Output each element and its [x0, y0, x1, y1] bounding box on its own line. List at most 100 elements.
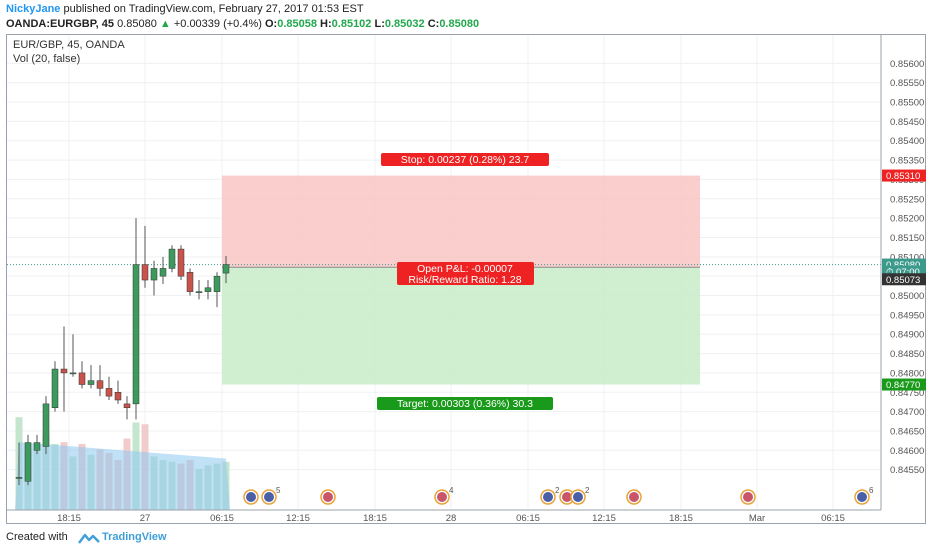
- target-label: Target: 0.00303 (0.36%) 30.3: [397, 398, 533, 410]
- event-count: 5: [276, 486, 281, 495]
- y-tick-label: 0.85250: [890, 194, 924, 205]
- y-tick-label: 0.85600: [890, 59, 924, 70]
- y-tick-label: 0.85150: [890, 233, 924, 244]
- event-count: 2: [585, 486, 590, 495]
- x-tick-label: 06:15: [821, 513, 845, 524]
- event-count: 6: [869, 486, 874, 495]
- event-count: 4: [449, 486, 454, 495]
- tradingview-logo-icon: [78, 533, 100, 544]
- event-flag-fill: [629, 492, 639, 502]
- pnl-box: [397, 262, 534, 285]
- target-zone: [222, 267, 700, 385]
- close-label: C:: [427, 18, 440, 30]
- high-label: H:: [320, 18, 332, 30]
- x-tick-label: 27: [140, 513, 151, 524]
- y-tick-label: 0.84650: [890, 426, 924, 437]
- candle-body: [213, 275, 221, 292]
- price-tag-bg: [882, 273, 926, 286]
- event-flag-fill: [246, 492, 256, 502]
- event-flag-fill: [573, 492, 583, 502]
- created-with-text: Created with: [6, 531, 68, 543]
- symbol-quote: OANDA:EURGBP, 45 0.85080 ▲ +0.00339 (+0.…: [6, 18, 479, 30]
- x-tick-label: 12:15: [286, 513, 310, 524]
- events-layer[interactable]: 5 4 2 2 6: [243, 486, 874, 505]
- candle-body: [123, 403, 131, 408]
- event-flag-fill: [743, 492, 753, 502]
- candle-body: [114, 392, 122, 401]
- tradingview-brand[interactable]: TradingView: [102, 531, 167, 543]
- candle-body: [222, 264, 230, 274]
- x-tick-label: 18:15: [363, 513, 387, 524]
- price-tag-stop: 0.85310: [886, 171, 920, 182]
- publish-header: NickyJane published on TradingView.com, …: [0, 0, 932, 34]
- y-tick-label: 0.85200: [890, 214, 924, 225]
- position-zones[interactable]: Stop: 0.00237 (0.28%) 23.7 Target: 0.0030…: [7, 153, 881, 410]
- candles-layer: [15, 218, 230, 486]
- stop-label: Stop: 0.00237 (0.28%) 23.7: [401, 154, 530, 166]
- open-value: 0.85058: [277, 18, 317, 30]
- y-tick-label: 0.84800: [890, 368, 924, 379]
- y-tick-label: 0.84600: [890, 446, 924, 457]
- publish-info: NickyJane published on TradingView.com, …: [6, 3, 364, 15]
- y-tick-label: 0.85100: [890, 252, 924, 263]
- stop-label-bg: [381, 153, 549, 166]
- volume-layer: [15, 417, 230, 510]
- low-value: 0.85032: [384, 18, 425, 30]
- candle-body: [69, 372, 77, 375]
- y-tick-label: 0.85500: [890, 98, 924, 109]
- price-tag-bg: [882, 169, 926, 182]
- candle-body: [24, 442, 32, 482]
- event-flag-fill: [264, 492, 274, 502]
- published-text: published on TradingView.com, February 2…: [63, 3, 364, 15]
- x-tick-label: 18:15: [669, 513, 693, 524]
- price-tag-bg: [882, 378, 926, 391]
- candle-body: [33, 442, 41, 451]
- price-tag-countdown: ⏱ 07:00: [886, 267, 920, 278]
- candle-body: [60, 368, 68, 374]
- candle-body: [177, 248, 185, 277]
- candle-body: [96, 380, 104, 389]
- y-tick-label: 0.85000: [890, 291, 924, 302]
- price-tag-entry: 0.85073: [886, 275, 920, 286]
- rr-label: Risk/Reward Ratio: 1.28: [408, 274, 521, 286]
- stop-zone: [222, 175, 700, 268]
- up-arrow-icon: ▲: [159, 18, 171, 30]
- high-value: 0.85102: [331, 18, 372, 30]
- target-label-bg: [377, 397, 553, 410]
- footer: Created with TradingView: [0, 526, 932, 550]
- x-tick-label: 12:15: [592, 513, 616, 524]
- x-tick-label: 18:15: [57, 513, 81, 524]
- open-label: O:: [264, 18, 278, 30]
- candle-body: [87, 380, 95, 385]
- candle-body: [51, 368, 59, 408]
- candle-body: [78, 372, 86, 385]
- candle-body: [204, 287, 212, 292]
- y-tick-label: 0.85400: [890, 136, 924, 147]
- x-tick-label: 06:15: [210, 513, 234, 524]
- legend-title: EUR/GBP, 45, OANDA: [13, 39, 125, 51]
- y-tick-label: 0.84750: [890, 388, 924, 399]
- event-flag-fill: [323, 492, 333, 502]
- y-tick-label: 0.85550: [890, 78, 924, 89]
- y-tick-label: 0.84850: [890, 349, 924, 360]
- candle-body: [186, 272, 194, 292]
- candle-body: [42, 403, 50, 447]
- x-tick-label: 06:15: [516, 513, 540, 524]
- event-flag-fill: [857, 492, 867, 502]
- low-label: L:: [374, 18, 385, 30]
- candle-body: [141, 264, 149, 281]
- last-price: 0.85080: [117, 18, 157, 30]
- price-change: +0.00339 (+0.4%): [173, 18, 262, 30]
- candle-body: [168, 248, 176, 269]
- close-value: 0.85080: [439, 18, 480, 30]
- candle-body: [15, 477, 23, 479]
- event-count: 2: [555, 486, 560, 495]
- legend-volume: Vol (20, false): [13, 53, 81, 65]
- x-tick-label: Mar: [749, 513, 765, 524]
- author-link[interactable]: NickyJane: [6, 3, 61, 15]
- symbol-name: OANDA:EURGBP, 45: [6, 18, 114, 30]
- y-tick-label: 0.85350: [890, 156, 924, 167]
- chart-legend: EUR/GBP, 45, OANDA Vol (20, false): [13, 38, 125, 66]
